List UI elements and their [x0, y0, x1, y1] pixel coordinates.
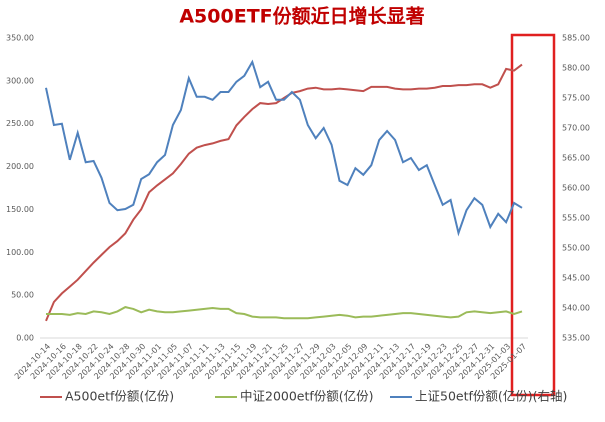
y-tick-label: 200.00 [6, 162, 34, 171]
series-line [46, 306, 523, 320]
legend-label: 上证50etf份额(亿份)(右轴) [415, 389, 567, 404]
y-tick-label: 100.00 [6, 248, 34, 257]
y2-tick-label: 565.00 [562, 154, 590, 163]
y2-tick-label: 570.00 [562, 124, 590, 133]
y2-tick-label: 585.00 [562, 34, 590, 43]
y2-tick-label: 545.00 [562, 274, 590, 283]
y2-tick-label: 535.00 [562, 334, 590, 343]
series-line [45, 63, 523, 322]
chart-title: A500ETF份额近日增长显著 [179, 5, 424, 28]
series-line [45, 59, 523, 237]
legend-label: A500etf份额(亿份) [65, 389, 174, 404]
y-tick-label: 350.00 [6, 34, 34, 43]
y-tick-label: 150.00 [6, 205, 34, 214]
y2-tick-label: 540.00 [562, 304, 590, 313]
legend-label: 中证2000etf份额(亿份) [240, 389, 374, 404]
y-tick-label: 50.00 [11, 291, 34, 300]
y2-tick-label: 575.00 [562, 94, 590, 103]
y-tick-label: 0.00 [16, 334, 34, 343]
y-tick-label: 250.00 [6, 119, 34, 128]
y-tick-label: 300.00 [6, 76, 34, 85]
highlight-box [510, 33, 556, 397]
y2-tick-label: 550.00 [562, 244, 590, 253]
y2-tick-label: 580.00 [562, 64, 590, 73]
y2-tick-label: 560.00 [562, 184, 590, 193]
y2-tick-label: 555.00 [562, 214, 590, 223]
